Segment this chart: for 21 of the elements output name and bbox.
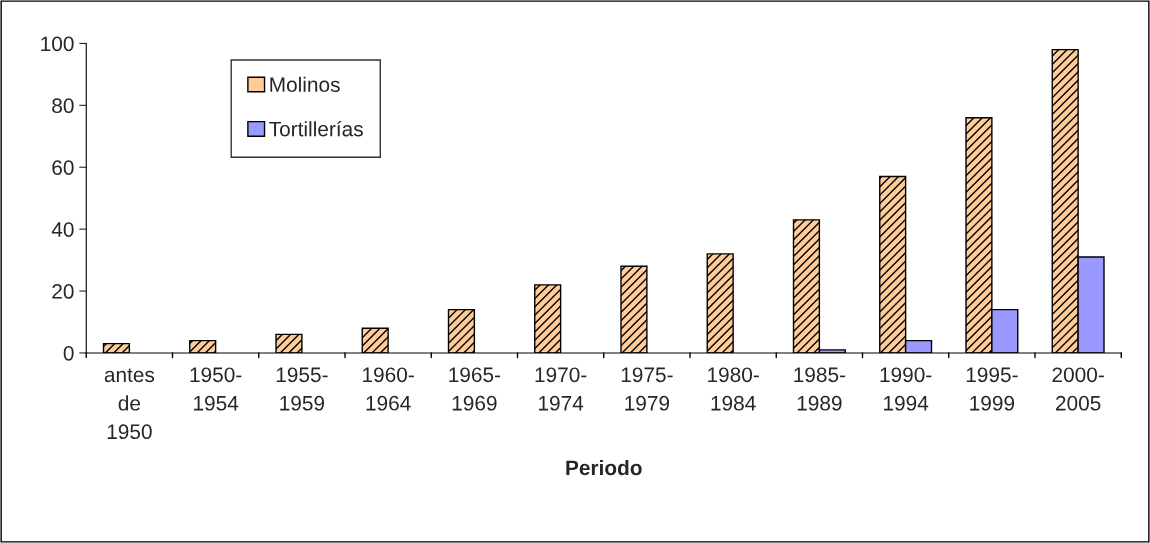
x-tick-label: 1950- 1954 [190,367,242,411]
y-tick-label: 80 [52,98,74,114]
y-tick-label: 20 [52,284,74,299]
y-tick-label: 60 [52,160,74,175]
x-tick-label: 1955- 1959 [276,367,328,411]
x-tick-label: 1970- 1974 [535,367,587,411]
x-tick-label: 1965- 1969 [449,367,501,411]
legend-label: Molinos [270,76,340,93]
x-tick-label: 1975- 1979 [621,367,673,411]
y-tick-label: 100 [41,36,74,52]
x-tick-label: 1995- 1999 [966,367,1018,411]
x-axis-title: Periodo [566,459,642,476]
x-tick-label: 1985- 1989 [794,367,846,411]
y-tick-label: 0 [63,345,74,361]
x-tick-label: 1980- 1984 [708,367,759,411]
x-tick-label: antes de 1950 [104,368,155,440]
legend-label: Tortillerías [269,120,363,137]
y-tick-label: 40 [51,222,74,237]
x-tick-label: 2000- 2005 [1052,367,1104,411]
x-tick-label: 1960- 1964 [363,367,414,411]
x-tick-label: 1990- 1994 [880,367,932,411]
